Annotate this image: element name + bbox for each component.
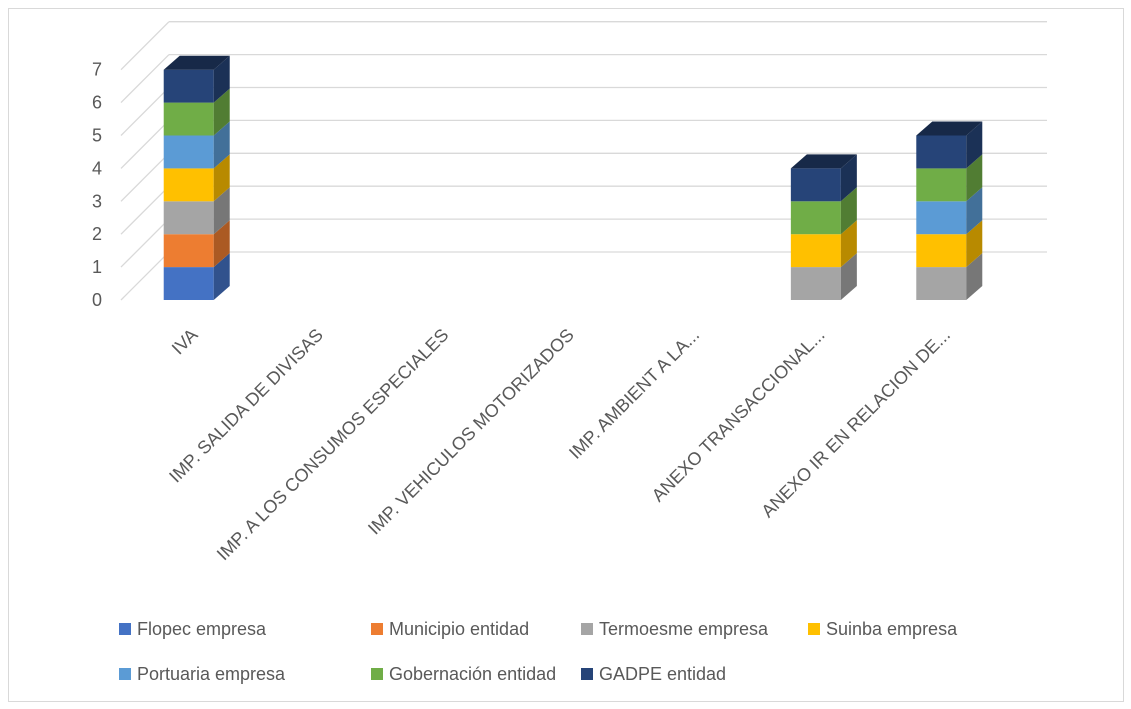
y-tick-label: 2	[92, 224, 102, 244]
x-tick-label: IMP. VEHICULOS MOTORIZADOS	[364, 325, 578, 539]
bar-front	[164, 201, 214, 234]
legend-label: Flopec empresa	[137, 619, 267, 639]
legend-label: GADPE entidad	[599, 664, 726, 684]
legend-swatch	[119, 623, 131, 635]
bar-front	[791, 168, 841, 201]
bar-front	[791, 201, 841, 234]
bar-front	[164, 168, 214, 201]
legend-item: GADPE entidad	[581, 664, 726, 684]
bars	[164, 56, 983, 300]
legend-swatch	[119, 668, 131, 680]
legend-swatch	[581, 668, 593, 680]
legend-label: Termoesme empresa	[599, 619, 769, 639]
y-tick-label: 6	[92, 93, 102, 113]
bar-front	[916, 201, 966, 234]
bar-front	[916, 168, 966, 201]
legend-label: Municipio entidad	[389, 619, 529, 639]
legend-swatch	[371, 668, 383, 680]
legend-swatch	[581, 623, 593, 635]
y-tick-label: 0	[92, 290, 102, 310]
bar-front	[791, 234, 841, 267]
legend-label: Portuaria empresa	[137, 664, 286, 684]
y-tick-label: 4	[92, 158, 102, 178]
y-tick-label: 5	[92, 126, 102, 146]
bar-front	[164, 103, 214, 136]
legend-item: Portuaria empresa	[119, 664, 286, 684]
legend-swatch	[371, 623, 383, 635]
legend-label: Gobernación entidad	[389, 664, 556, 684]
legend-item: Municipio entidad	[371, 619, 529, 639]
y-tick-label: 7	[92, 60, 102, 80]
bar-front	[916, 267, 966, 300]
legend-item: Flopec empresa	[119, 619, 267, 639]
y-tick-label: 3	[92, 191, 102, 211]
y-tick-label: 1	[92, 257, 102, 277]
gridlines	[121, 22, 1047, 300]
bar-front	[916, 136, 966, 169]
legend-swatch	[808, 623, 820, 635]
bar-front	[164, 136, 214, 169]
bar-front	[916, 234, 966, 267]
x-tick-label: IMP. AMBIENT A LA...	[565, 325, 703, 463]
legend-label: Suinba empresa	[826, 619, 958, 639]
x-tick-label: IMP. A LOS CONSUMOS ESPECIALES	[213, 325, 453, 565]
bar-front	[164, 267, 214, 300]
legend-item: Gobernación entidad	[371, 664, 556, 684]
bar-front	[164, 234, 214, 267]
x-tick-label: IVA	[168, 325, 202, 359]
legend: Flopec empresa Municipio entidad Termoesme…	[119, 619, 958, 684]
bar-front	[164, 70, 214, 103]
legend-item: Suinba empresa	[808, 619, 958, 639]
bar-front	[791, 267, 841, 300]
chart-frame: 0 1 2 3 4 5 6 7 IVA IMP. SALIDA DE DIVISAS IMP. A …	[8, 8, 1124, 702]
legend-item: Termoesme empresa	[581, 619, 769, 639]
